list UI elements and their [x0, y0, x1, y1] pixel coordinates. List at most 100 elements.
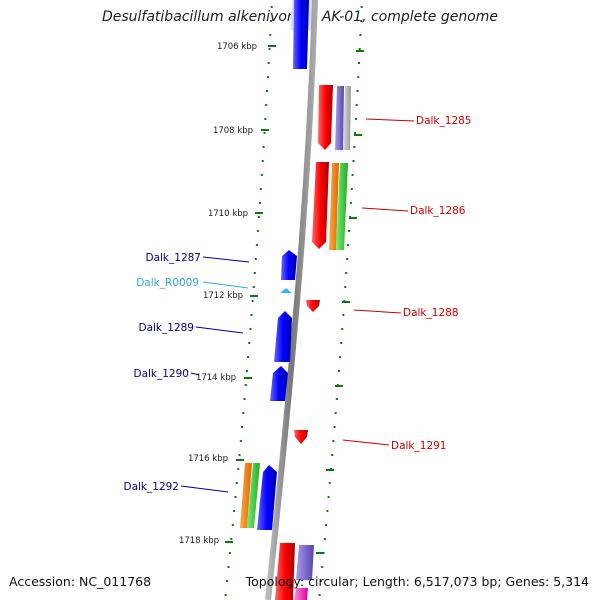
gene-dalk-1291[interactable] [294, 430, 308, 444]
gene-label-dalk-1286[interactable]: Dalk_1286 [410, 205, 466, 217]
outer-ring-dot [328, 482, 331, 484]
inner-ring-dot [227, 566, 230, 568]
genome-summary-text: Topology: circular; Length: 6,517,073 bp… [245, 574, 589, 589]
label-leader-lines [180, 118, 415, 493]
outer-ring-dot [325, 524, 328, 526]
outer-ring-dot [353, 146, 356, 148]
gene-dalk-1286[interactable] [312, 162, 329, 249]
gene-label-dalk-1288[interactable]: Dalk_1288 [403, 307, 459, 319]
inner-ring-dot [268, 48, 271, 50]
outer-ring-dot [347, 244, 350, 246]
inner-ring-dot [256, 230, 259, 232]
inner-ring-dot [235, 482, 238, 484]
inner-ring-dot [265, 104, 268, 106]
inner-ring-dot [266, 90, 268, 92]
outer-tick-marks [316, 50, 364, 554]
inner-ring-dot [224, 594, 227, 596]
outer-ring-dot [332, 440, 335, 442]
gene-dalk-1292-cog-orange [240, 463, 252, 528]
gene-bottom-purple[interactable] [296, 545, 314, 580]
gene-dalk-1285[interactable] [318, 85, 333, 150]
outer-ring-dot [341, 328, 344, 330]
gene-label-dalk-1290[interactable]: Dalk_1290 [134, 368, 190, 380]
gene-dalk-1289[interactable] [274, 311, 292, 362]
outer-ring-dot [319, 580, 322, 582]
outer-ring-dot [352, 160, 355, 162]
inner-ring-dot [269, 34, 272, 36]
outer-ring-dot [350, 188, 353, 190]
outer-ring-dot [318, 594, 321, 596]
outer-ring-dot [349, 202, 352, 204]
outer-ring-dot [335, 398, 338, 400]
outer-ring-dot [340, 342, 343, 344]
gene-dalk-1292[interactable] [257, 465, 277, 530]
tick-label-1708: 1708 kbp [213, 126, 253, 136]
gene-dalk-r0009[interactable] [280, 288, 292, 293]
outer-ring-dot [342, 314, 345, 316]
gene-label-dalk-r0009[interactable]: Dalk_R0009 [136, 277, 199, 289]
inner-ring-dot [241, 426, 243, 428]
inner-ring-dot [254, 258, 257, 260]
outer-ring-dot [338, 370, 340, 372]
tick-label-1710: 1710 kbp [208, 209, 248, 219]
inner-ring-dot [230, 538, 233, 540]
inner-ring-dot [242, 412, 245, 414]
gene-bottom-red[interactable] [275, 543, 295, 600]
gene-dalk-1290[interactable] [270, 366, 288, 401]
tick-label-1718: 1718 kbp [179, 536, 219, 546]
inner-ring-dot [263, 132, 266, 134]
outer-ring-dot [345, 272, 348, 274]
gene-label-dalk-1291[interactable]: Dalk_1291 [391, 440, 447, 452]
outer-ring-dot [351, 174, 354, 176]
outer-ring-dot [358, 62, 360, 64]
tick-label-1712: 1712 kbp [203, 291, 243, 301]
inner-ring-dot [252, 286, 255, 288]
inner-ring-dot [239, 440, 242, 442]
gene-label-dalk-1285[interactable]: Dalk_1285 [416, 115, 472, 127]
outer-ring-dot [323, 538, 326, 540]
inner-ring-dot [238, 454, 241, 456]
outer-ring-dot [356, 90, 359, 92]
tick-label-1714: 1714 kbp [196, 373, 236, 383]
gene-dalk-1287[interactable] [281, 250, 297, 280]
outer-ring-dot [357, 76, 360, 78]
inner-ring-dot [259, 188, 262, 190]
inner-ring-dot [262, 146, 265, 148]
inner-ring-dot [266, 76, 269, 78]
outer-ring-dot [331, 454, 334, 456]
outer-ring-dot [321, 566, 324, 568]
gene-dalk-1286-cog-green [336, 163, 348, 250]
gene-label-dalk-1289[interactable]: Dalk_1289 [139, 322, 195, 334]
inner-ring-dot [234, 496, 237, 498]
gene-label-dalk-1292[interactable]: Dalk_1292 [124, 481, 180, 493]
tick-label-1716: 1716 kbp [188, 454, 228, 464]
inner-ring-dot [244, 384, 247, 386]
inner-ring-dot [248, 342, 251, 344]
inner-ring-dot [237, 468, 240, 470]
forward-strand-genes [275, 85, 351, 600]
gene-dalk-1285-cog-gray [343, 86, 351, 150]
outer-ring-dot [326, 510, 329, 512]
tick-label-1706: 1706 kbp [217, 42, 257, 52]
outer-ring-dot [348, 230, 351, 232]
inner-ring-dot [229, 552, 231, 554]
inner-ring-dot [247, 356, 250, 358]
inner-ring-dot [270, 20, 272, 22]
gene-top-blue[interactable] [293, 0, 309, 69]
genome-backbone [265, 0, 318, 600]
gene-label-dalk-1287[interactable]: Dalk_1287 [146, 252, 202, 264]
reverse-strand-genes [240, 0, 309, 530]
inner-ring-dot [267, 62, 270, 64]
outer-ring-dot [344, 286, 347, 288]
outer-ring-dot [354, 118, 357, 120]
outer-ring-dot [339, 356, 342, 358]
inner-dotted-ring [224, 6, 273, 596]
inner-ring-dot [255, 244, 258, 246]
gene-dalk-1288[interactable] [306, 300, 320, 312]
outer-ring-dot [333, 426, 336, 428]
accession-text: Accession: NC_011768 [9, 574, 152, 589]
gene-dalk-1285-cog-purple [335, 86, 344, 150]
inner-ring-dot [226, 580, 229, 582]
inner-ring-dot [264, 118, 267, 120]
